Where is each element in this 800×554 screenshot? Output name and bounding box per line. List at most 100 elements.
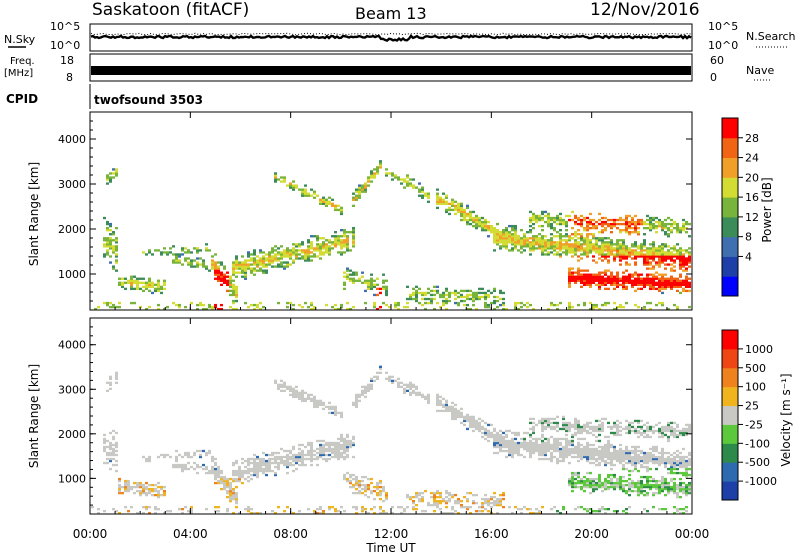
velocity-cell bbox=[583, 449, 586, 453]
power-cell bbox=[658, 287, 661, 291]
power-cell bbox=[601, 255, 604, 258]
velocity-cell bbox=[523, 441, 526, 445]
power-cell bbox=[316, 237, 319, 240]
velocity-cell bbox=[664, 461, 667, 465]
velocity-cell bbox=[142, 487, 145, 491]
power-cell bbox=[493, 231, 496, 234]
power-cell bbox=[679, 247, 682, 250]
power-cell bbox=[673, 283, 676, 286]
power-cell bbox=[226, 289, 229, 293]
power-cell bbox=[646, 226, 649, 230]
power-cell bbox=[226, 279, 229, 282]
power-cell bbox=[163, 251, 166, 254]
power-cell bbox=[625, 257, 628, 260]
power-cell bbox=[271, 249, 274, 252]
power-cell bbox=[130, 287, 133, 291]
power-cell bbox=[523, 233, 526, 236]
power-cell bbox=[661, 303, 664, 307]
velocity-cell bbox=[628, 489, 631, 493]
power-cell bbox=[520, 247, 523, 250]
velocity-cell bbox=[310, 455, 313, 459]
velocity-cell bbox=[673, 429, 676, 433]
power-cell bbox=[523, 239, 526, 242]
power-cell bbox=[532, 247, 535, 250]
power-cell bbox=[565, 253, 568, 256]
velocity-cell bbox=[646, 493, 649, 497]
velocity-cell bbox=[508, 443, 511, 447]
power-cell bbox=[670, 277, 673, 280]
velocity-cell bbox=[436, 395, 439, 399]
power-cell bbox=[430, 301, 433, 305]
power-cell bbox=[634, 273, 637, 276]
power-cell bbox=[109, 229, 112, 232]
velocity-cell bbox=[460, 411, 463, 415]
velocity-cell bbox=[379, 491, 382, 495]
velocity-cell bbox=[295, 393, 298, 397]
velocity-cell bbox=[661, 451, 664, 455]
power-cell bbox=[535, 237, 538, 240]
velocity-cell bbox=[637, 449, 640, 453]
power-cell bbox=[643, 255, 646, 258]
power-cell bbox=[268, 263, 271, 266]
velocity-cell bbox=[133, 485, 136, 489]
velocity-cell bbox=[532, 451, 535, 455]
velocity-cell bbox=[361, 509, 364, 513]
velocity-cell bbox=[643, 493, 646, 497]
power-cell bbox=[664, 267, 667, 270]
velocity-cell bbox=[667, 461, 670, 465]
velocity-cell bbox=[121, 491, 124, 495]
power-cell bbox=[406, 180, 409, 183]
velocity-cell bbox=[583, 489, 586, 493]
power-cell bbox=[523, 249, 526, 252]
velocity-cell bbox=[295, 457, 298, 461]
velocity-cell bbox=[649, 447, 652, 451]
power-cell bbox=[109, 222, 112, 226]
power-cell bbox=[658, 265, 661, 268]
velocity-cell bbox=[457, 497, 460, 501]
velocity-cell bbox=[145, 507, 148, 511]
velocity-cell bbox=[577, 437, 580, 441]
velocity-cell bbox=[301, 443, 304, 447]
power-cell bbox=[559, 222, 562, 226]
power-cell bbox=[610, 224, 613, 228]
velocity-cell bbox=[670, 429, 673, 433]
velocity-cell bbox=[298, 397, 301, 401]
velocity-cell bbox=[304, 453, 307, 457]
velocity-cell bbox=[103, 509, 106, 513]
power-cell bbox=[514, 237, 517, 240]
power-cell bbox=[421, 303, 424, 307]
velocity-cell bbox=[448, 497, 451, 501]
power-cell bbox=[637, 287, 640, 291]
velocity-cell bbox=[508, 447, 511, 451]
power-cell bbox=[649, 216, 652, 220]
velocity-cell bbox=[301, 449, 304, 453]
velocity-cell bbox=[142, 491, 145, 495]
power-cell bbox=[673, 281, 676, 284]
velocity-cell bbox=[679, 477, 682, 481]
power-cell bbox=[406, 174, 409, 177]
power-cell bbox=[502, 301, 505, 305]
velocity-cell bbox=[562, 417, 565, 421]
power-cell bbox=[232, 287, 235, 291]
velocity-cell bbox=[205, 467, 208, 471]
power-cell bbox=[565, 224, 568, 228]
nsky-trace bbox=[90, 34, 692, 42]
power-cell bbox=[334, 231, 337, 234]
power-cell bbox=[355, 188, 358, 191]
velocity-cell bbox=[484, 429, 487, 433]
power-cell bbox=[415, 295, 418, 299]
velocity-cell bbox=[628, 505, 631, 509]
power-cell bbox=[583, 237, 586, 240]
velocity-cell bbox=[190, 511, 193, 515]
velocity-cell bbox=[124, 483, 127, 487]
power-cell bbox=[628, 273, 631, 276]
velocity-cell bbox=[625, 455, 628, 459]
velocity-cell bbox=[535, 449, 538, 453]
velocity-cell bbox=[637, 487, 640, 491]
velocity-cell bbox=[301, 453, 304, 457]
velocity-cell bbox=[562, 447, 565, 451]
velocity-cell bbox=[496, 497, 499, 501]
power-cell bbox=[574, 220, 577, 224]
power-cell bbox=[442, 299, 445, 303]
power-cell bbox=[259, 267, 262, 270]
